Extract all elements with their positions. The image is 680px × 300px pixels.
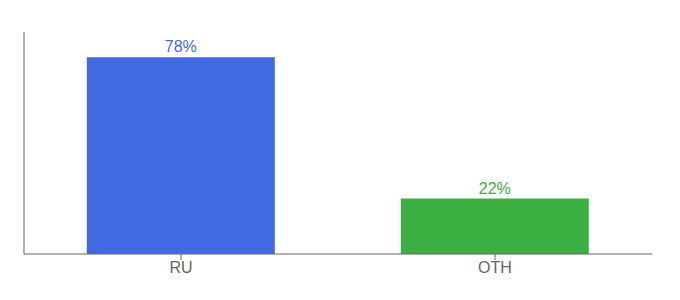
svg-text:78%: 78% — [165, 38, 197, 55]
svg-text:RU: RU — [169, 259, 192, 276]
svg-text:OTH: OTH — [478, 259, 512, 276]
svg-text:22%: 22% — [479, 180, 511, 197]
